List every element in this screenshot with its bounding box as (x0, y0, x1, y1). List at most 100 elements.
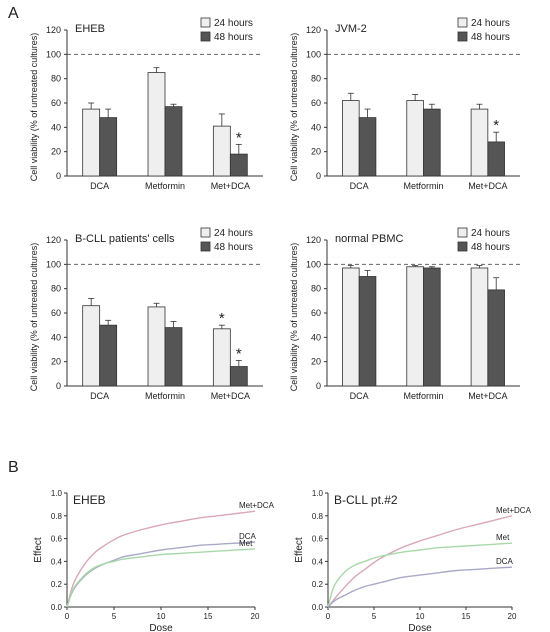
chart-title: normal PBMC (335, 233, 404, 245)
bar-24h (406, 100, 424, 177)
y-tick-label: 40 (311, 122, 321, 132)
bar-24h (82, 108, 101, 177)
category-label: Metformin (145, 391, 185, 401)
y-tick-label: 100 (46, 49, 61, 59)
y-tick-label: 20 (311, 357, 321, 367)
curve-label-met-dca: Met+DCA (239, 501, 275, 510)
bar-48h (229, 153, 248, 177)
category-label: DCA (350, 181, 369, 191)
y-tick-label: 80 (51, 284, 61, 294)
line-chart-1: 0.0 0.2 0.4 0.6 0.8 1.0 0 5 10 15 20 Dose Effect EHEB… (33, 489, 275, 632)
x-tick-label: 15 (204, 612, 213, 621)
curve-label-met-dca: Met+DCA (496, 506, 532, 515)
legend-swatch-48h (457, 31, 468, 42)
y-tick-label: 40 (311, 332, 321, 342)
x-tick-label: 0 (326, 612, 331, 621)
y-tick-label: 0.0 (312, 603, 324, 612)
x-tick-label: 20 (251, 612, 260, 621)
y-tick-label: 20 (311, 147, 321, 157)
curve-met (66, 548, 256, 608)
line-chart-2: 0.0 0.2 0.4 0.6 0.8 1.0 0 5 10 15 20 Dose Effect B-CL… (294, 489, 532, 632)
category-label: Met+DCA (468, 181, 507, 191)
x-tick-label: 5 (372, 612, 377, 621)
legend-label: 48 hours (214, 242, 253, 253)
curve-label-met: Met (239, 539, 253, 548)
bar-48h (423, 108, 441, 177)
bar-24h (406, 266, 424, 387)
legend-label: 24 hours (214, 228, 253, 239)
y-axis-label: Effect (33, 537, 44, 563)
bar-chart-4: 0 20 40 60 80 100 120 Cell viability (% of untr… (289, 227, 520, 401)
significance-marker: * (236, 345, 242, 362)
y-tick-label: 100 (306, 259, 321, 269)
y-tick-label: 120 (46, 235, 61, 245)
bar-24h (212, 125, 231, 177)
y-tick-label: 60 (51, 98, 61, 108)
y-tick-label: 80 (51, 74, 61, 84)
panel-label-b: B (8, 459, 19, 476)
x-tick-label: 0 (65, 612, 70, 621)
y-tick-label: 0 (56, 171, 61, 181)
curve-dca (327, 566, 513, 608)
curve-met-dca (66, 510, 256, 608)
y-tick-label: 0.0 (51, 603, 63, 612)
y-tick-label: 0.2 (51, 580, 63, 589)
bar-charts: 0 20 40 60 80 100 120 Cell viability (% of untr… (29, 17, 520, 401)
curve-dca (66, 541, 256, 608)
legend-swatch-24h (200, 227, 211, 238)
bar-48h (164, 106, 183, 177)
y-tick-label: 100 (306, 49, 321, 59)
legend-label: 48 hours (471, 242, 510, 253)
category-label: Metformin (145, 181, 185, 191)
bar-48h (358, 117, 377, 177)
legend-label: 24 hours (471, 228, 510, 239)
bar-chart-1: 0 20 40 60 80 100 120 Cell viability (% of untr… (29, 17, 263, 191)
y-tick-label: 0 (316, 381, 321, 391)
legend-swatch-48h (200, 31, 211, 42)
bar-48h (487, 141, 505, 177)
x-tick-label: 15 (462, 612, 471, 621)
bar-48h (423, 267, 441, 387)
y-tick-label: 0.4 (312, 557, 324, 566)
y-tick-label: 80 (311, 74, 321, 84)
y-axis-label: Cell viability (% of untreated cultures) (29, 33, 39, 182)
bar-24h (342, 100, 360, 177)
bar-48h (229, 366, 248, 387)
category-label: Metformin (403, 391, 443, 401)
x-tick-label: 10 (157, 612, 166, 621)
bar-48h (99, 117, 118, 177)
curve-met-dca (327, 515, 513, 608)
legend-swatch-24h (200, 17, 211, 28)
category-label: Met+DCA (211, 391, 250, 401)
significance-marker: * (493, 117, 499, 134)
chart-title: B-CLL pt.#2 (334, 493, 398, 507)
x-tick-label: 10 (416, 612, 425, 621)
category-label: DCA (90, 181, 109, 191)
y-axis-label: Cell viability (% of untreated cultures) (289, 33, 299, 182)
curve-label-dca: DCA (496, 557, 514, 566)
y-tick-label: 0.6 (312, 535, 324, 544)
y-tick-label: 0 (56, 381, 61, 391)
y-tick-label: 60 (51, 308, 61, 318)
y-tick-label: 40 (51, 332, 61, 342)
chart-title: EHEB (75, 23, 105, 35)
chart-title: EHEB (73, 493, 106, 507)
y-tick-label: 80 (311, 284, 321, 294)
bar-24h (342, 267, 360, 387)
category-label: Met+DCA (468, 391, 507, 401)
y-tick-label: 1.0 (312, 489, 324, 498)
chart-title: JVM-2 (335, 23, 367, 35)
y-tick-label: 120 (306, 235, 321, 245)
bar-24h (470, 108, 489, 177)
legend-swatch-48h (457, 241, 468, 252)
y-tick-label: 0.2 (312, 580, 324, 589)
significance-marker: * (219, 310, 225, 327)
legend-label: 24 hours (471, 18, 510, 29)
y-tick-label: 20 (51, 147, 61, 157)
x-axis-label: Dose (408, 623, 432, 632)
curve-label-dca: DCA (239, 532, 257, 541)
y-tick-label: 0.4 (51, 557, 63, 566)
y-axis-label: Cell viability (% of untreated cultures) (29, 243, 39, 392)
y-tick-label: 0.8 (312, 512, 324, 521)
